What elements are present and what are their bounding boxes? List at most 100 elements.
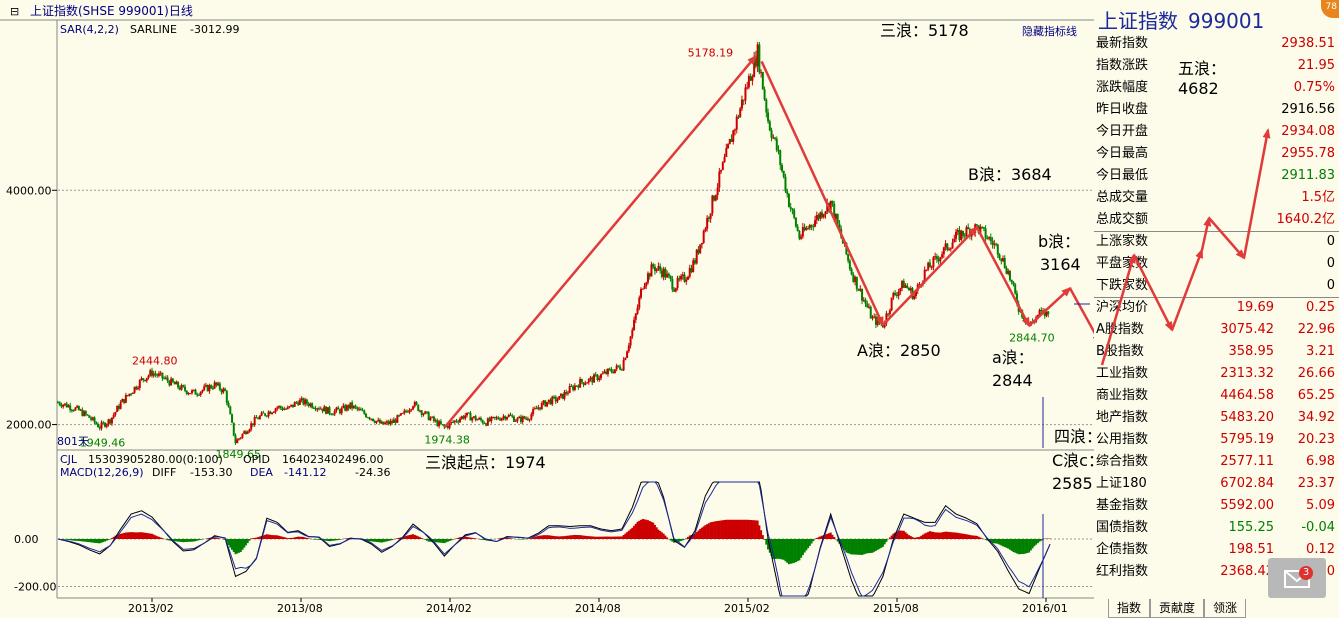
quote-row-label: 红利指数	[1096, 564, 1149, 579]
price-candle-body	[895, 294, 898, 296]
hide-lines-button[interactable]: 隐藏指标线	[1022, 24, 1077, 38]
quote-row[interactable]: 昨日收盘 2916.56	[1094, 99, 1339, 121]
price-candle-body	[690, 268, 693, 273]
price-candle-body	[208, 385, 211, 392]
price-candle-body	[777, 150, 780, 152]
price-candle-body	[70, 410, 73, 412]
quote-row-label: 今日最高	[1096, 146, 1149, 161]
price-candle-body	[622, 359, 625, 371]
price-candle-body	[904, 285, 907, 288]
mail-button[interactable]	[1268, 558, 1326, 598]
price-candle-body	[95, 422, 98, 425]
quote-row[interactable]: 指数涨跌 21.95	[1094, 55, 1339, 77]
price-candle-body	[231, 414, 234, 423]
wave-a-upper-annotation: A浪：2850	[857, 341, 941, 360]
quote-row[interactable]: 综合指数 2577.11 6.98	[1094, 451, 1339, 473]
quote-row[interactable]: B股指数 358.95 3.21	[1094, 341, 1339, 363]
diff-label: DIFF	[152, 466, 176, 479]
price-candle-body	[427, 412, 430, 421]
price-candle-body	[365, 413, 368, 418]
price-candle-body	[848, 260, 851, 270]
price-candle-body	[363, 410, 366, 414]
quote-row[interactable]: A股指数 3075.42 22.96	[1094, 319, 1339, 341]
price-candle-body	[323, 406, 326, 412]
price-candle-body	[638, 297, 641, 308]
price-candle-body	[676, 278, 679, 289]
quote-row[interactable]: 上涨家数 0	[1094, 231, 1339, 253]
price-candle-body	[314, 408, 317, 410]
price-candle-body	[408, 410, 411, 413]
price-candle-body	[382, 421, 385, 425]
quote-row[interactable]: 平盘家数 0	[1094, 253, 1339, 275]
quote-row[interactable]: 今日最低 2911.83	[1094, 165, 1339, 187]
price-candle-body	[93, 417, 96, 423]
price-candle-body	[927, 262, 930, 270]
quote-row[interactable]: 今日开盘 2934.08	[1094, 121, 1339, 143]
price-candle-body	[730, 139, 733, 142]
corner-badge[interactable]: 78	[1321, 0, 1339, 18]
price-candle-body	[516, 418, 519, 421]
price-candle-body	[295, 402, 298, 404]
quote-row[interactable]: 涨跌幅度 0.75%	[1094, 77, 1339, 99]
price-point-label: 5178.19	[688, 46, 734, 59]
price-candle-body	[57, 402, 59, 404]
price-candle-body	[699, 244, 702, 254]
wave-c-arrow	[1068, 287, 1094, 345]
quote-row[interactable]: 上证180 6702.84 23.37	[1094, 473, 1339, 495]
price-candle-body	[493, 416, 496, 419]
price-candle-body	[117, 405, 120, 409]
price-candle-body	[486, 418, 489, 426]
price-candle-body	[352, 405, 355, 409]
quote-row[interactable]: 下跌家数 0	[1094, 275, 1339, 297]
quote-title: 上证指数 999001	[1098, 5, 1264, 34]
price-candle-body	[935, 256, 938, 260]
price-candle-body	[772, 137, 775, 139]
quote-row[interactable]: 工业指数 2313.32 26.66	[1094, 363, 1339, 385]
quote-row[interactable]: 沪深均价 19.69 0.25	[1094, 297, 1339, 319]
price-candle-body	[429, 417, 432, 421]
price-candle-body	[558, 396, 561, 400]
price-candle-body	[305, 399, 308, 404]
price-candle-body	[782, 170, 785, 177]
quote-row[interactable]: 商业指数 4464.58 65.25	[1094, 385, 1339, 407]
quote-row-label: A股指数	[1096, 322, 1144, 337]
price-candle-body	[213, 382, 216, 389]
wave4-annotation: 四浪：	[1054, 427, 1094, 446]
price-candle-body	[283, 408, 286, 411]
price-candle-body	[291, 404, 294, 407]
price-candle-body	[1005, 267, 1008, 274]
tab-leaders[interactable]: 领涨	[1204, 599, 1247, 618]
tab-contribution[interactable]: 贡献度	[1150, 599, 1205, 618]
price-candle-body	[739, 108, 742, 118]
price-candle-body	[459, 418, 462, 422]
price-candle-body	[641, 288, 644, 290]
quote-row-value: 3075.42	[1220, 322, 1274, 337]
quote-row[interactable]: 公用指数 5795.19 20.23	[1094, 429, 1339, 451]
price-candle-body	[218, 383, 221, 390]
price-candle-body	[366, 417, 369, 419]
price-candle-body	[530, 414, 533, 420]
quote-row[interactable]: 总成交量 1.5亿	[1094, 187, 1339, 209]
quote-row[interactable]: 国债指数 155.25 -0.04	[1094, 517, 1339, 539]
price-candle-body	[586, 382, 589, 384]
wave3-arrow	[443, 54, 757, 429]
quote-row[interactable]: 基金指数 5592.00 5.09	[1094, 495, 1339, 517]
price-candle-body	[297, 402, 300, 405]
price-candle-body	[312, 407, 315, 409]
quote-row-change: 1.5亿	[1301, 190, 1335, 205]
wave3-peak-annotation: 三浪：5178	[880, 21, 969, 40]
quote-row[interactable]: 最新指数 2938.51	[1094, 33, 1339, 55]
price-candle-body	[182, 385, 185, 387]
quote-row[interactable]: 今日最高 2955.78	[1094, 143, 1339, 165]
quote-row[interactable]: 地产指数 5483.20 34.92	[1094, 407, 1339, 429]
quote-row[interactable]: 红利指数 2368.42 10	[1094, 561, 1339, 583]
quote-row[interactable]: 企债指数 198.51 0.12	[1094, 539, 1339, 561]
price-candle-body	[495, 417, 498, 419]
price-candle-body	[1038, 309, 1041, 315]
quote-row[interactable]: 总成交额 1640.2亿	[1094, 209, 1339, 231]
price-candle-body	[812, 226, 815, 228]
quote-row-value: 2368.42	[1220, 564, 1274, 579]
price-candle-body	[378, 419, 381, 424]
price-candle-body	[553, 396, 555, 398]
tab-index[interactable]: 指数	[1108, 599, 1151, 618]
